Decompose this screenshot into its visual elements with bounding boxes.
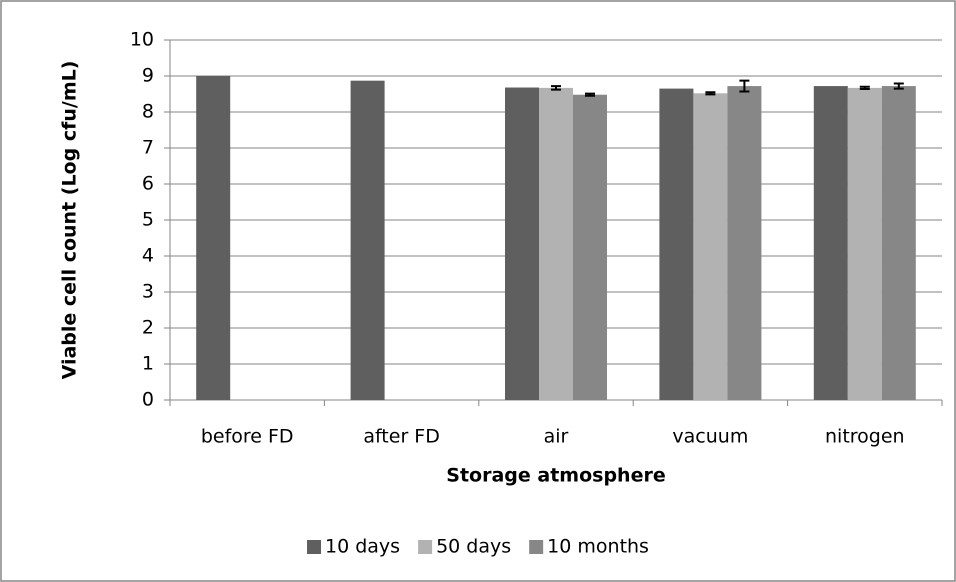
legend-swatch [418, 540, 433, 554]
y-axis-title: Viable cell count (Log cfu/mL) [59, 61, 81, 380]
error-bar [739, 79, 750, 93]
bar [881, 86, 916, 400]
error-bar [705, 91, 716, 96]
y-tick-label: 5 [142, 209, 154, 231]
x-tick-label: after FD [363, 426, 440, 448]
y-tick-label: 1 [142, 353, 154, 375]
legend-label: 50 days [436, 536, 511, 558]
y-tick-label: 8 [142, 101, 154, 123]
x-axis-title: Storage atmosphere [446, 465, 665, 487]
error-bar [893, 82, 904, 90]
bar [659, 88, 694, 400]
y-tick-label: 2 [142, 317, 154, 339]
legend-label: 10 months [547, 536, 649, 558]
legend-swatch [529, 540, 544, 554]
x-tick-label: vacuum [672, 426, 748, 448]
legend-swatch [307, 540, 322, 554]
bar [196, 76, 231, 400]
bar [539, 87, 573, 400]
bar [573, 94, 607, 400]
bar [727, 86, 762, 400]
error-bar [859, 85, 870, 90]
y-tick-label: 9 [142, 65, 154, 87]
x-tick-label: before FD [201, 426, 294, 448]
legend-label: 10 days [325, 536, 400, 558]
y-tick-label: 10 [130, 29, 154, 51]
y-tick-label: 4 [142, 245, 154, 267]
y-tick-label: 0 [142, 389, 154, 411]
x-tick-label: nitrogen [825, 426, 905, 448]
y-tick-label: 7 [142, 137, 154, 159]
bar [350, 80, 385, 401]
bar [813, 86, 848, 400]
bar [847, 87, 882, 400]
x-tick-label: air [544, 426, 569, 448]
y-tick-label: 3 [142, 281, 154, 303]
error-bar [585, 92, 595, 97]
bar [693, 93, 728, 400]
bar [505, 87, 539, 401]
y-tick-label: 6 [142, 173, 154, 195]
error-bar [551, 85, 561, 91]
